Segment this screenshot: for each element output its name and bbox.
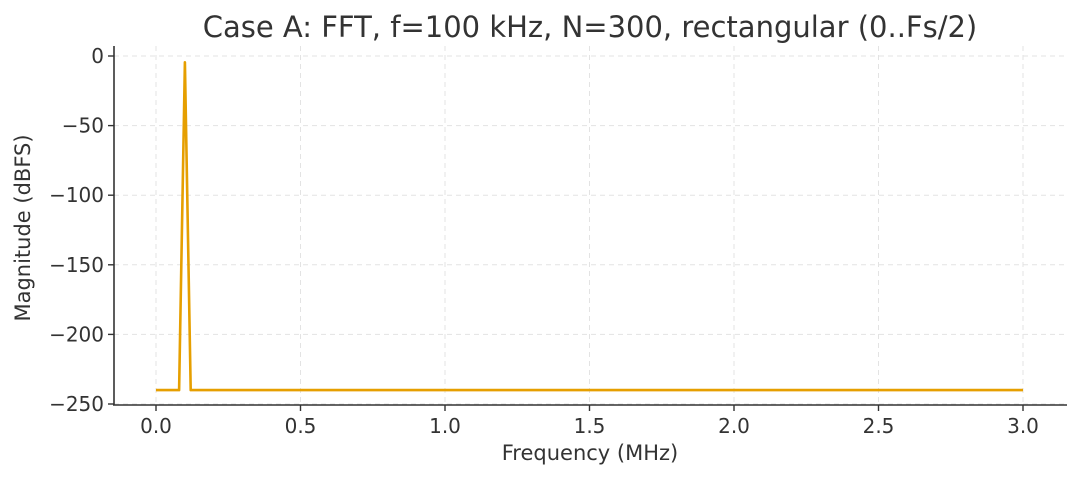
plot-lines [156, 60, 1023, 392]
y-ticks: 0 −50 −100 −150 −200 −250 [49, 44, 114, 416]
y-tick-label: −150 [49, 253, 104, 277]
y-tick-label: −200 [49, 322, 104, 346]
x-tick-label: 2.0 [718, 414, 750, 438]
grid [114, 46, 1067, 405]
y-tick-label: −50 [62, 114, 104, 138]
x-tick-label: 1.5 [574, 414, 606, 438]
y-tick-label: −100 [49, 183, 104, 207]
x-tick-label: 2.5 [863, 414, 895, 438]
chart-title: Case A: FFT, f=100 kHz, N=300, rectangul… [203, 10, 978, 44]
x-tick-label: 3.0 [1007, 414, 1039, 438]
x-tick-label: 0.0 [140, 414, 172, 438]
x-tick-label: 1.0 [429, 414, 461, 438]
y-tick-label: 0 [91, 44, 104, 68]
series-line [156, 60, 1023, 392]
y-axis-label: Magnitude (dBFS) [11, 134, 35, 321]
x-ticks: 0.0 0.5 1.0 1.5 2.0 2.5 3.0 [140, 405, 1039, 438]
y-tick-label: −250 [49, 392, 104, 416]
x-axis-label: Frequency (MHz) [502, 441, 678, 465]
x-tick-label: 0.5 [285, 414, 317, 438]
